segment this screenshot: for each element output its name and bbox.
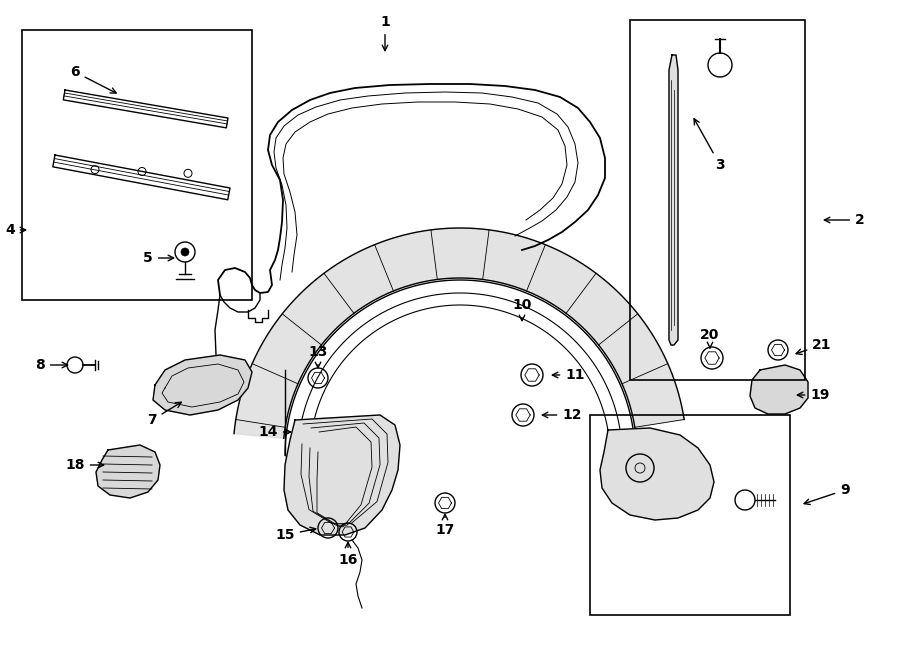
Text: 7: 7 — [148, 403, 181, 427]
Text: 4: 4 — [5, 223, 26, 237]
Bar — [22, 30, 252, 300]
Text: 1: 1 — [380, 15, 390, 51]
Text: 15: 15 — [275, 527, 316, 542]
Text: 19: 19 — [797, 388, 830, 402]
Bar — [630, 20, 805, 380]
Polygon shape — [600, 428, 714, 520]
Circle shape — [181, 248, 189, 256]
Text: 11: 11 — [553, 368, 585, 382]
Text: 16: 16 — [338, 542, 357, 567]
Text: 3: 3 — [694, 119, 724, 172]
Polygon shape — [284, 415, 400, 535]
Polygon shape — [750, 365, 808, 414]
Polygon shape — [153, 355, 252, 415]
Polygon shape — [96, 445, 160, 498]
Polygon shape — [234, 228, 684, 438]
Text: 17: 17 — [436, 514, 454, 537]
Text: 21: 21 — [796, 338, 832, 354]
Text: 10: 10 — [512, 298, 532, 321]
Text: 18: 18 — [65, 458, 104, 472]
Text: 8: 8 — [35, 358, 68, 372]
Text: 12: 12 — [543, 408, 581, 422]
Text: 14: 14 — [258, 425, 291, 439]
Polygon shape — [669, 55, 678, 345]
Text: 20: 20 — [700, 328, 720, 348]
Bar — [590, 415, 790, 615]
Text: 13: 13 — [309, 345, 328, 368]
Text: 5: 5 — [143, 251, 174, 265]
Text: 2: 2 — [824, 213, 865, 227]
Text: 9: 9 — [804, 483, 850, 504]
Text: 6: 6 — [70, 65, 116, 93]
